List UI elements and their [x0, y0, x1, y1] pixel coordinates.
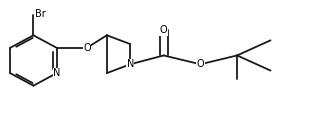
- Text: O: O: [160, 25, 167, 35]
- Text: N: N: [127, 59, 134, 69]
- Text: O: O: [83, 43, 91, 53]
- Text: O: O: [197, 59, 204, 69]
- Text: N: N: [53, 68, 60, 78]
- Text: Br: Br: [35, 9, 46, 19]
